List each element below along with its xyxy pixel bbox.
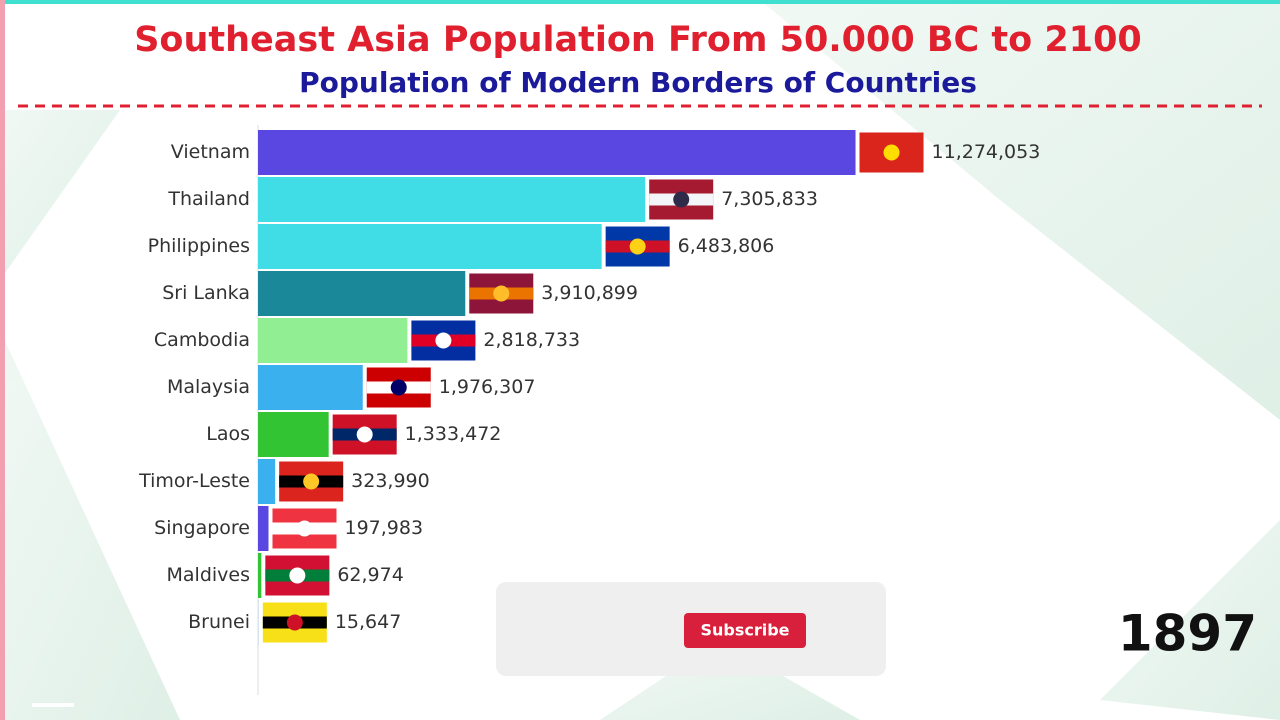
bar [258,365,363,410]
value-label: 7,305,833 [721,188,818,210]
bar [258,318,408,363]
bar [258,271,466,316]
value-label: 15,647 [335,611,401,633]
year-label: 1897 [1118,605,1257,663]
category-label: Thailand [167,188,250,210]
category-label: Cambodia [154,329,250,351]
category-label: Singapore [154,517,250,539]
value-label: 323,990 [351,470,430,492]
subscribe-button[interactable] [684,613,806,648]
bar [258,553,262,598]
bar [258,412,329,457]
flag-emblem [435,332,452,349]
bar [258,130,856,175]
category-label: Philippines [148,235,250,257]
bar [258,600,259,645]
category-label: Brunei [188,611,250,633]
category-label: Malaysia [167,376,250,398]
bar [258,459,276,504]
chart-title: Southeast Asia Population From 50.000 BC… [134,20,1142,60]
category-label: Sri Lanka [162,282,250,304]
left-border [0,0,5,720]
bar [258,224,602,269]
flag-emblem [629,238,646,255]
category-label: Vietnam [171,141,250,163]
flag-emblem [286,614,303,631]
flag-emblem [356,426,373,443]
category-label: Laos [206,423,250,445]
value-label: 2,818,733 [483,329,580,351]
flag-emblem [673,191,690,208]
flag-emblem [289,567,306,584]
value-label: 3,910,899 [541,282,638,304]
value-label: 1,976,307 [439,376,536,398]
value-label: 62,974 [337,564,403,586]
bar [258,506,269,551]
progress [32,703,74,707]
category-label: Maldives [167,564,251,586]
flag-emblem [390,379,407,396]
flag-emblem [303,473,320,490]
bar [258,177,646,222]
subscribe-label[interactable]: Subscribe [700,621,789,640]
value-label: 1,333,472 [405,423,502,445]
flag-emblem [883,144,900,161]
top-border [0,0,1280,4]
value-label: 197,983 [344,517,423,539]
flag-emblem [296,520,313,537]
value-label: 6,483,806 [678,235,775,257]
chart-subtitle: Population of Modern Borders of Countrie… [299,66,977,99]
value-label: 11,274,053 [932,141,1041,163]
flag-emblem [493,285,510,302]
category-label: Timor-Leste [138,470,250,492]
